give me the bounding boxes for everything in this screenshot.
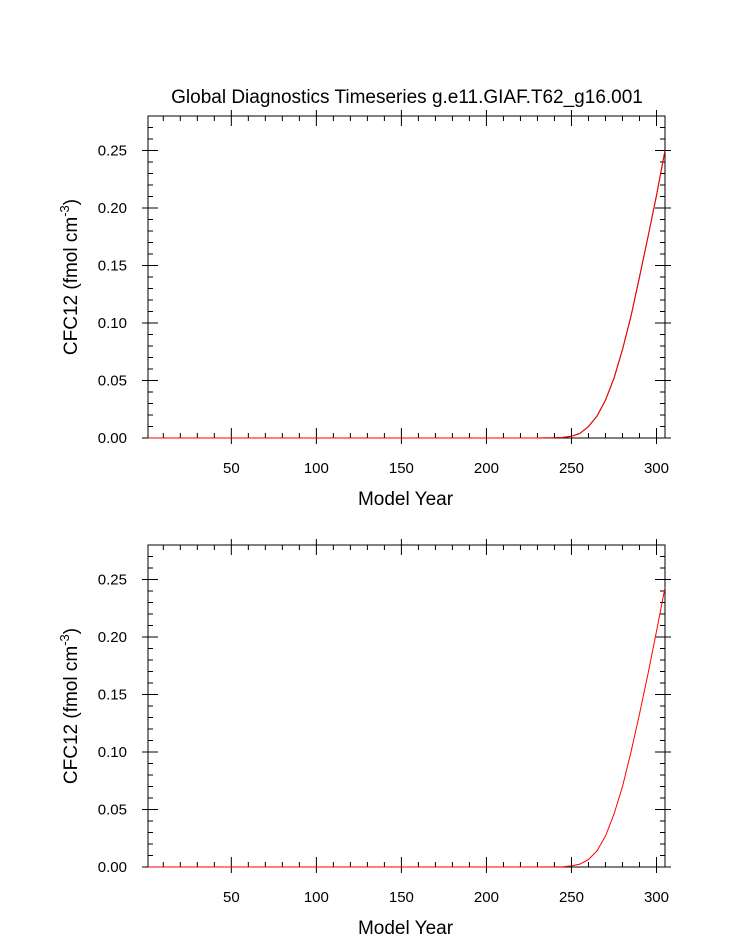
plot-frame (147, 115, 666, 439)
y-axis-label: CFC12 (fmol cm-3) (57, 628, 82, 784)
y-tick-label: 0.25 (98, 572, 127, 589)
y-tick-label: 0.00 (98, 859, 127, 876)
series-line-2 (148, 150, 666, 439)
chart-panel-bottom: 50 100 150 200 250 300 0.00 0.05 0.10 0.15 0.20 0.2… (57, 539, 671, 939)
y-tick-label: 0.05 (98, 802, 127, 819)
x-tick-label: 150 (389, 460, 414, 477)
x-tick-label: 50 (223, 460, 240, 477)
x-tick-label: 50 (223, 889, 240, 906)
x-tick-label: 150 (389, 889, 414, 906)
y-tick-label: 0.00 (98, 430, 127, 447)
figure-title: Global Diagnostics Timeseries g.e11.GIAF… (171, 87, 643, 108)
x-axis-label: Model Year (358, 489, 454, 510)
x-tick-label: 100 (304, 460, 329, 477)
series-line-1 (148, 587, 666, 868)
x-tick-label: 200 (474, 460, 499, 477)
x-axis-label: Model Year (358, 918, 454, 939)
x-tick-label: 300 (644, 460, 669, 477)
y-tick-label: 0.15 (98, 687, 127, 704)
y-tick-label: 0.10 (98, 315, 127, 332)
chart-panel-top: 50 100 150 200 250 300 0.00 0.05 0.10 0.15 0.20 0.2… (57, 110, 671, 510)
y-tick-label: 0.10 (98, 744, 127, 761)
y-tick-label: 0.20 (98, 200, 127, 217)
y-tick-label: 0.25 (98, 143, 127, 160)
x-tick-label: 200 (474, 889, 499, 906)
plot-frame (147, 544, 666, 868)
x-tick-label: 250 (559, 460, 584, 477)
y-tick-label: 0.05 (98, 373, 127, 390)
series-line-1 (148, 150, 666, 439)
x-tick-label: 100 (304, 889, 329, 906)
x-tick-label: 300 (644, 889, 669, 906)
y-tick-label: 0.15 (98, 258, 127, 275)
y-axis-label: CFC12 (fmol cm-3) (57, 199, 82, 355)
x-tick-label: 250 (559, 889, 584, 906)
y-tick-label: 0.20 (98, 629, 127, 646)
